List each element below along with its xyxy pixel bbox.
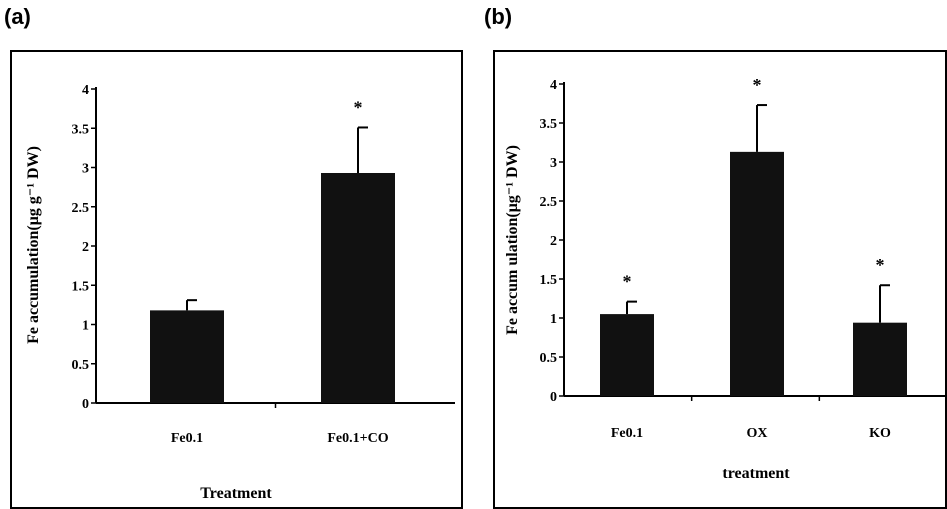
panel-frame-b [493,50,947,509]
significance-star: * [354,97,363,117]
bar-fe0-1 [600,314,654,396]
y-tick-label: 3.5 [540,117,558,132]
y-tick-label: 2.5 [72,201,90,216]
y-tick-label: 3 [550,156,557,171]
y-tick-label: 3.5 [72,122,90,137]
category-label: KO [869,426,891,441]
y-tick-label: 1 [550,312,557,327]
category-label: Fe0.1+CO [327,431,388,446]
category-label: Fe0.1 [171,431,203,446]
y-tick-label: 2 [550,234,557,249]
y-tick-label: 2 [82,240,89,255]
y-tick-label: 0.5 [72,358,90,373]
bar-ko [853,322,907,396]
y-axis-title: Fe accum ulation(μg⁻¹ DW) [504,145,521,335]
panel-label-b: (b) [484,4,513,29]
y-tick-label: 0 [82,397,89,412]
category-label: Fe0.1 [611,426,643,441]
significance-star: * [623,272,632,292]
bar-fe0-1 [150,310,224,403]
y-tick-label: 1.5 [72,279,90,294]
y-axis-title: Fe accumulation(μg g⁻¹ DW) [25,146,42,344]
y-tick-label: 1 [82,319,89,334]
y-tick-label: 3 [82,162,89,177]
panel-label-a: (a) [4,4,31,29]
y-tick-label: 0.5 [540,351,558,366]
y-tick-label: 0 [550,390,557,405]
bar-ox [730,151,784,396]
y-tick-label: 2.5 [540,195,558,210]
y-tick-label: 4 [82,83,89,98]
category-label: OX [747,426,768,441]
bar-fe0-1-co [321,172,395,403]
y-tick-label: 4 [550,78,557,93]
x-axis-title: treatment [722,465,790,482]
x-axis-title: Treatment [200,485,272,502]
significance-star: * [876,255,885,275]
y-tick-label: 1.5 [540,273,558,288]
significance-star: * [753,75,762,95]
